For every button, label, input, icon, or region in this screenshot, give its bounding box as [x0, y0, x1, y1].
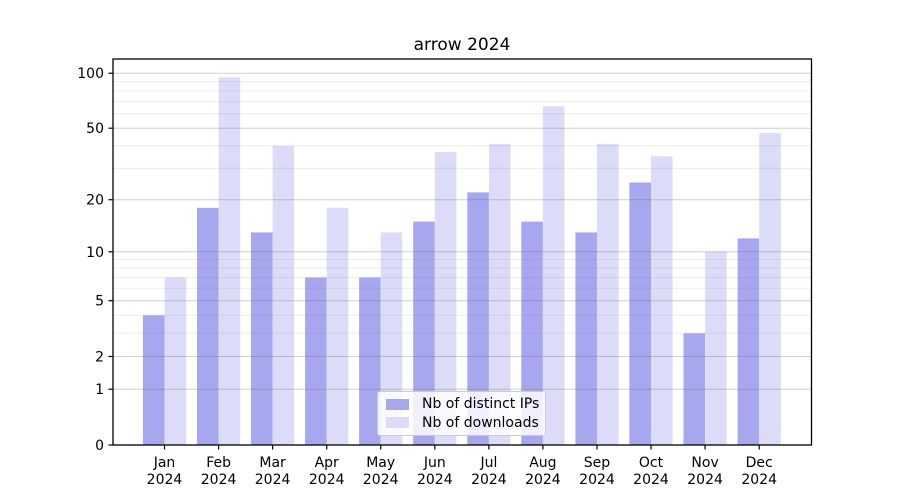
x-tick-label-month-Jun: Jun: [423, 455, 446, 471]
y-tick-label-100: 100: [77, 66, 104, 82]
y-axis: 0 1 2 5 10 20 50 100: [77, 66, 113, 454]
x-tick-label-year-May: 2024: [363, 472, 399, 488]
x-tick-label-month-Dec: Dec: [746, 455, 773, 471]
bar-series1-Jul: [488, 143, 511, 445]
bar-series0-Apr: [305, 277, 327, 445]
bar-series0-Jul: [467, 192, 489, 445]
x-tick-label-year-Aug: 2024: [525, 472, 561, 488]
legend: Nb of distinct IPs Nb of downloads: [377, 391, 546, 436]
bar-series1-Jun: [434, 152, 457, 445]
legend-label-distinct-ips: Nb of distinct IPs: [422, 396, 540, 413]
bar-series0-Jun: [413, 221, 435, 445]
x-tick-label-year-Mar: 2024: [255, 472, 291, 488]
x-tick-label-month-Apr: Apr: [315, 455, 339, 471]
x-tick-label-year-Jan: 2024: [147, 472, 183, 488]
x-tick-label-year-Jul: 2024: [471, 472, 507, 488]
x-tick-label-month-Nov: Nov: [691, 455, 718, 471]
x-tick-label-month-Mar: Mar: [259, 455, 286, 471]
x-tick-label-month-Jan: Jan: [153, 455, 176, 471]
bar-series1-Dec: [759, 133, 781, 445]
bar-series0-Jan: [142, 315, 165, 445]
bar-series0-Sep: [575, 232, 597, 445]
bar-series1-Aug: [542, 106, 565, 446]
y-tick-label-20: 20: [86, 193, 104, 209]
legend-item-distinct-ips: Nb of distinct IPs: [386, 395, 545, 414]
x-tick-label-year-Dec: 2024: [741, 472, 777, 488]
x-tick-label-year-Feb: 2024: [201, 472, 237, 488]
legend-item-downloads: Nb of downloads: [386, 414, 545, 433]
bar-series1-Apr: [326, 207, 349, 445]
bar-series0-Dec: [737, 238, 760, 445]
y-tick-label-1: 1: [95, 382, 104, 398]
bars-group: [142, 77, 781, 446]
x-tick-label-year-Nov: 2024: [687, 472, 723, 488]
x-tick-label-month-Feb: Feb: [206, 455, 231, 471]
bar-series0-May: [359, 277, 381, 445]
bar-series1-Sep: [597, 143, 619, 445]
bar-series1-Oct: [651, 156, 673, 446]
x-tick-label-month-Jul: Jul: [479, 455, 497, 471]
legend-swatch-downloads: [386, 417, 409, 429]
x-tick-label-year-Apr: 2024: [309, 472, 345, 488]
bar-series0-Mar: [251, 232, 273, 445]
x-tick-label-month-Sep: Sep: [584, 455, 611, 471]
bar-series0-Nov: [683, 333, 706, 445]
y-tick-label-50: 50: [86, 121, 104, 137]
bar-series0-Aug: [521, 221, 543, 445]
bar-series1-Jan: [164, 277, 187, 445]
bar-series0-Feb: [197, 207, 219, 445]
x-axis: Jan2024Feb2024Mar2024Apr2024May2024Jun20…: [147, 445, 777, 488]
gridlines-group: [113, 72, 812, 390]
x-tick-label-year-Jun: 2024: [417, 472, 453, 488]
x-tick-label-month-May: May: [366, 455, 395, 471]
x-tick-label-month-Aug: Aug: [529, 455, 556, 471]
x-tick-label-year-Sep: 2024: [579, 472, 615, 488]
x-tick-label-year-Oct: 2024: [633, 472, 669, 488]
y-tick-label-10: 10: [86, 245, 104, 261]
y-tick-label-5: 5: [95, 294, 104, 310]
bar-series0-Oct: [629, 182, 651, 445]
y-tick-label-2: 2: [95, 350, 104, 366]
x-tick-label-month-Oct: Oct: [639, 455, 664, 471]
legend-label-downloads: Nb of downloads: [422, 414, 539, 431]
legend-swatch-distinct-ips: [386, 398, 409, 410]
bar-series1-Nov: [705, 251, 727, 445]
chart-title: arrow 2024: [413, 35, 511, 55]
bar-series1-Feb: [218, 77, 241, 446]
bar-series1-Mar: [272, 145, 295, 446]
y-tick-label-0: 0: [95, 438, 104, 454]
